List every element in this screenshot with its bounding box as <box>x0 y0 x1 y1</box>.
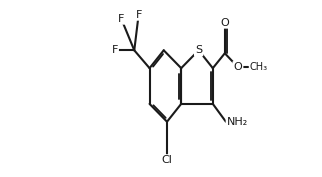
Text: CH₃: CH₃ <box>249 62 268 72</box>
Text: F: F <box>111 45 118 55</box>
Text: O: O <box>233 62 242 72</box>
Text: O: O <box>221 18 229 27</box>
Text: F: F <box>118 14 124 24</box>
Text: Cl: Cl <box>162 155 173 165</box>
Text: S: S <box>195 45 202 55</box>
Text: F: F <box>136 10 142 20</box>
Text: NH₂: NH₂ <box>227 117 248 127</box>
